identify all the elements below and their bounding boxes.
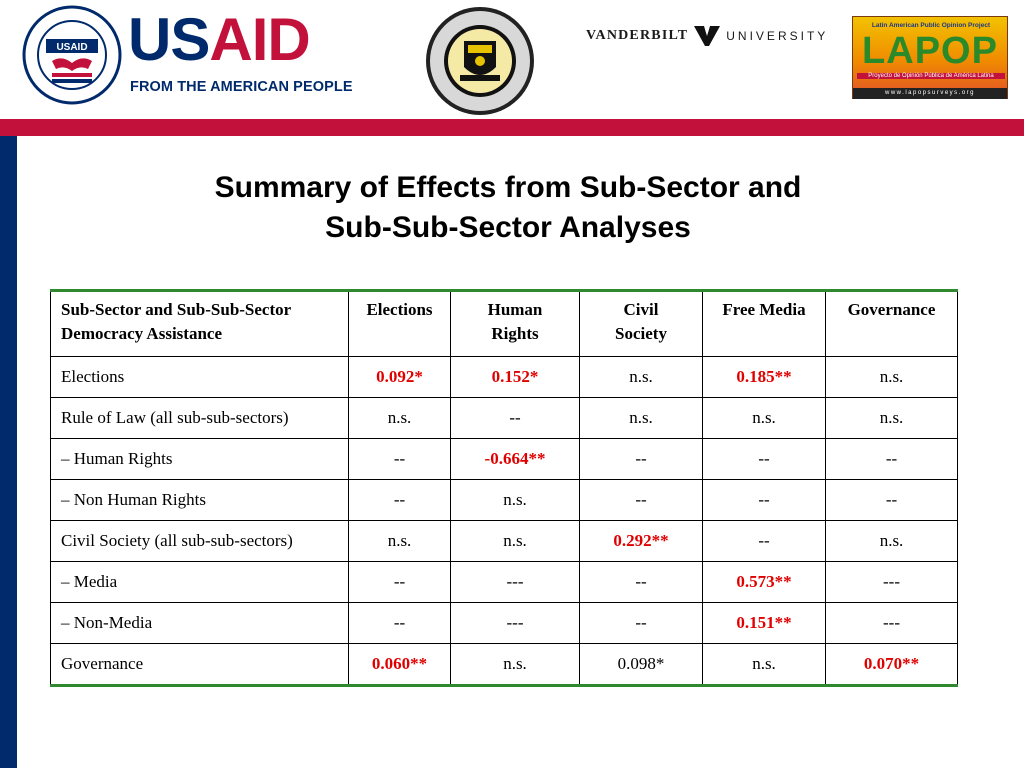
significant-effect-cell: 0.151** <box>702 602 826 644</box>
header-civil-society-line: Society <box>615 324 667 343</box>
effect-cell: -- <box>702 479 826 521</box>
effect-cell: n.s. <box>348 397 451 439</box>
effect-cell: -- <box>579 479 703 521</box>
effect-cell: -- <box>702 520 826 562</box>
effect-cell: -- <box>579 602 703 644</box>
header-governance-line: Governance <box>847 300 936 319</box>
row-label: – Non-Media <box>50 602 349 644</box>
effect-cell: -- <box>825 438 958 480</box>
header-human-rights-line: Human <box>487 300 543 319</box>
table-row: Elections 0.092* 0.152* n.s. 0.185** n.s. <box>50 356 958 398</box>
header-elections-line: Elections <box>366 300 433 319</box>
table-row: Civil Society (all sub-sub-sectors) n.s. n… <box>50 520 958 562</box>
table-row: – Media -- --- -- 0.573** --- <box>50 561 958 603</box>
effect-cell: n.s. <box>825 356 958 398</box>
row-label: Rule of Law (all sub-sub-sectors) <box>50 397 349 439</box>
header-civil-society: Civil Society <box>579 290 703 357</box>
table-row: – Non-Media -- --- -- 0.151** --- <box>50 602 958 644</box>
effect-cell: -- <box>702 438 826 480</box>
header-human-rights-line: Rights <box>491 324 539 343</box>
effect-cell: n.s. <box>450 643 580 686</box>
header-free-media-line: Free Media <box>722 300 806 319</box>
header-divider-bar <box>0 119 1024 136</box>
significant-effect-cell: 0.152* <box>450 356 580 398</box>
effects-summary-table: Sub-Sector and Sub-Sub-Sector Democracy A… <box>50 289 958 687</box>
table-row: Rule of Law (all sub-sub-sectors) n.s. -- n… <box>50 397 958 439</box>
effect-cell: 0.098* <box>579 643 703 686</box>
row-label: – Media <box>50 561 349 603</box>
header-civil-society-line: Civil <box>623 300 659 319</box>
header-elections: Elections <box>348 290 451 357</box>
effect-cell: n.s. <box>450 520 580 562</box>
effect-cell: --- <box>825 561 958 603</box>
vanderbilt-v-oak-icon <box>694 26 721 46</box>
slide-title-line-2: Sub-Sub-Sector Analyses <box>325 211 691 244</box>
row-label: Elections <box>50 356 349 398</box>
effect-cell: -- <box>579 561 703 603</box>
effect-cell: n.s. <box>702 397 826 439</box>
effect-cell: -- <box>450 397 580 439</box>
row-label: Governance <box>50 643 349 686</box>
table-row: – Human Rights -- -0.664** -- -- -- <box>50 438 958 480</box>
header-governance: Governance <box>825 290 958 357</box>
slide-title: Summary of Effects from Sub-Sector and S… <box>120 168 896 248</box>
usaid-wordmark: USAID <box>128 6 311 73</box>
effect-cell: n.s. <box>825 520 958 562</box>
logo-header: USAID USAID FROM THE AMERICAN PEOPLE VAN… <box>0 0 1024 120</box>
significant-effect-cell: 0.060** <box>348 643 451 686</box>
lapop-logo: Latin American Public Opinion Project LA… <box>852 16 1008 99</box>
effect-cell: -- <box>825 479 958 521</box>
effect-cell: n.s. <box>579 356 703 398</box>
effect-cell: -- <box>348 438 451 480</box>
effect-cell: --- <box>450 602 580 644</box>
header-sub-sector-line: Democracy Assistance <box>61 324 222 343</box>
significant-effect-cell: 0.070** <box>825 643 958 686</box>
effect-cell: -- <box>348 561 451 603</box>
table-row: Governance 0.060** n.s. 0.098* n.s. 0.070** <box>50 643 958 686</box>
effect-cell: n.s. <box>450 479 580 521</box>
effect-cell: -- <box>348 479 451 521</box>
row-label: – Human Rights <box>50 438 349 480</box>
effect-cell: --- <box>450 561 580 603</box>
effect-cell: n.s. <box>579 397 703 439</box>
effect-cell: -- <box>579 438 703 480</box>
significant-effect-cell: 0.292** <box>579 520 703 562</box>
header-free-media: Free Media <box>702 290 826 357</box>
significant-effect-cell: 0.573** <box>702 561 826 603</box>
usaid-seal-logo: USAID <box>22 5 122 105</box>
left-accent-bar <box>0 136 17 768</box>
table-row: – Non Human Rights -- n.s. -- -- -- <box>50 479 958 521</box>
usaid-tagline: FROM THE AMERICAN PEOPLE <box>130 79 353 95</box>
significant-effect-cell: -0.664** <box>450 438 580 480</box>
slide-title-line-1: Summary of Effects from Sub-Sector and <box>214 171 802 204</box>
effect-cell: --- <box>825 602 958 644</box>
effect-cell: n.s. <box>702 643 826 686</box>
effect-cell: n.s. <box>348 520 451 562</box>
effect-cell: -- <box>348 602 451 644</box>
header-human-rights: Human Rights <box>450 290 580 357</box>
university-of-pittsburgh-seal-logo <box>426 7 534 115</box>
row-label: Civil Society (all sub-sub-sectors) <box>50 520 349 562</box>
significant-effect-cell: 0.185** <box>702 356 826 398</box>
header-sub-sector: Sub-Sector and Sub-Sub-Sector Democracy A… <box>50 290 349 357</box>
effect-cell: n.s. <box>825 397 958 439</box>
vanderbilt-university-logo: VANDERBILT UNIVERSITY <box>586 24 828 48</box>
table-header-row: Sub-Sector and Sub-Sub-Sector Democracy A… <box>50 290 958 357</box>
significant-effect-cell: 0.092* <box>348 356 451 398</box>
row-label: – Non Human Rights <box>50 479 349 521</box>
usaid-seal-center-text: USAID <box>56 42 87 53</box>
header-sub-sector-line: Sub-Sector and Sub-Sub-Sector <box>61 300 292 319</box>
